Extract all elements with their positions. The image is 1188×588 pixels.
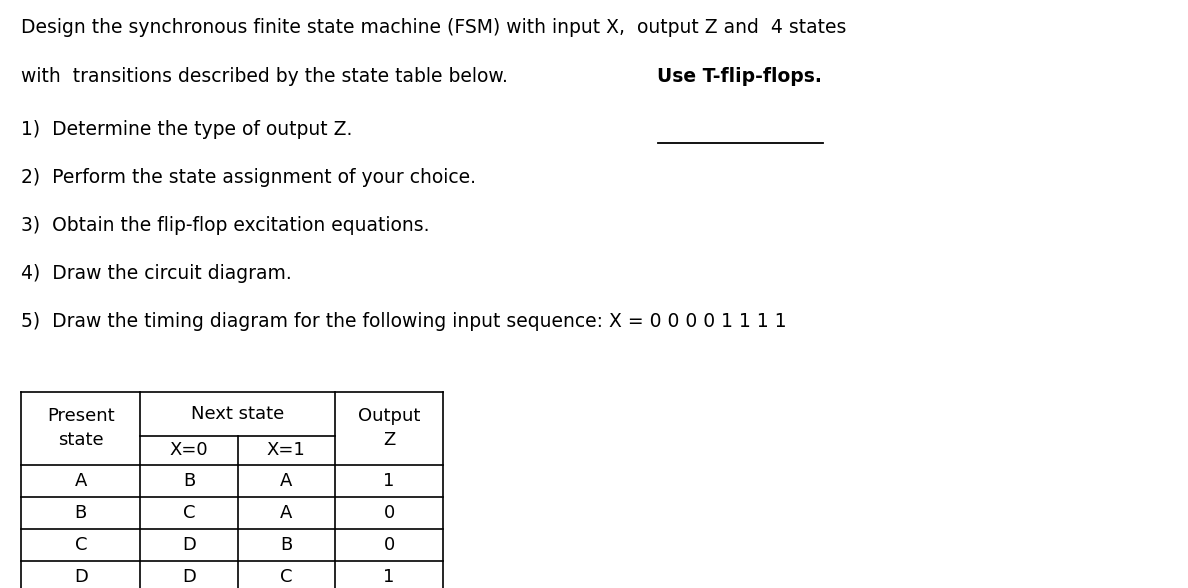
Text: 3)  Obtain the flip-flop excitation equations.: 3) Obtain the flip-flop excitation equat… (21, 216, 430, 235)
Text: D: D (182, 569, 196, 586)
Text: 1: 1 (384, 569, 394, 586)
Text: C: C (183, 504, 195, 522)
Text: X=0: X=0 (170, 441, 208, 459)
Text: D: D (74, 569, 88, 586)
Text: 4)  Draw the circuit diagram.: 4) Draw the circuit diagram. (21, 263, 292, 283)
Text: 0: 0 (384, 536, 394, 554)
Text: 2)  Perform the state assignment of your choice.: 2) Perform the state assignment of your … (21, 168, 476, 187)
Text: D: D (182, 536, 196, 554)
Text: 5)  Draw the timing diagram for the following input sequence: X = 0 0 0 0 1 1 1 : 5) Draw the timing diagram for the follo… (21, 312, 786, 330)
Text: B: B (183, 472, 195, 490)
Text: X=1: X=1 (267, 441, 305, 459)
Text: Use T-flip-flops.: Use T-flip-flops. (657, 67, 822, 86)
Text: with  transitions described by the state table below.: with transitions described by the state … (21, 67, 514, 86)
Text: Present
state: Present state (48, 407, 114, 449)
Text: C: C (280, 569, 292, 586)
Text: 1)  Determine the type of output Z.: 1) Determine the type of output Z. (21, 120, 353, 139)
Text: C: C (75, 536, 87, 554)
Text: B: B (280, 536, 292, 554)
Text: 0: 0 (384, 504, 394, 522)
Text: A: A (280, 504, 292, 522)
Text: 1: 1 (384, 472, 394, 490)
Text: A: A (280, 472, 292, 490)
Text: Next state: Next state (191, 405, 284, 423)
Text: Design the synchronous finite state machine (FSM) with input X,  output Z and  4: Design the synchronous finite state mach… (21, 18, 847, 36)
Text: A: A (75, 472, 87, 490)
Text: B: B (75, 504, 87, 522)
Text: Output
Z: Output Z (358, 407, 421, 449)
